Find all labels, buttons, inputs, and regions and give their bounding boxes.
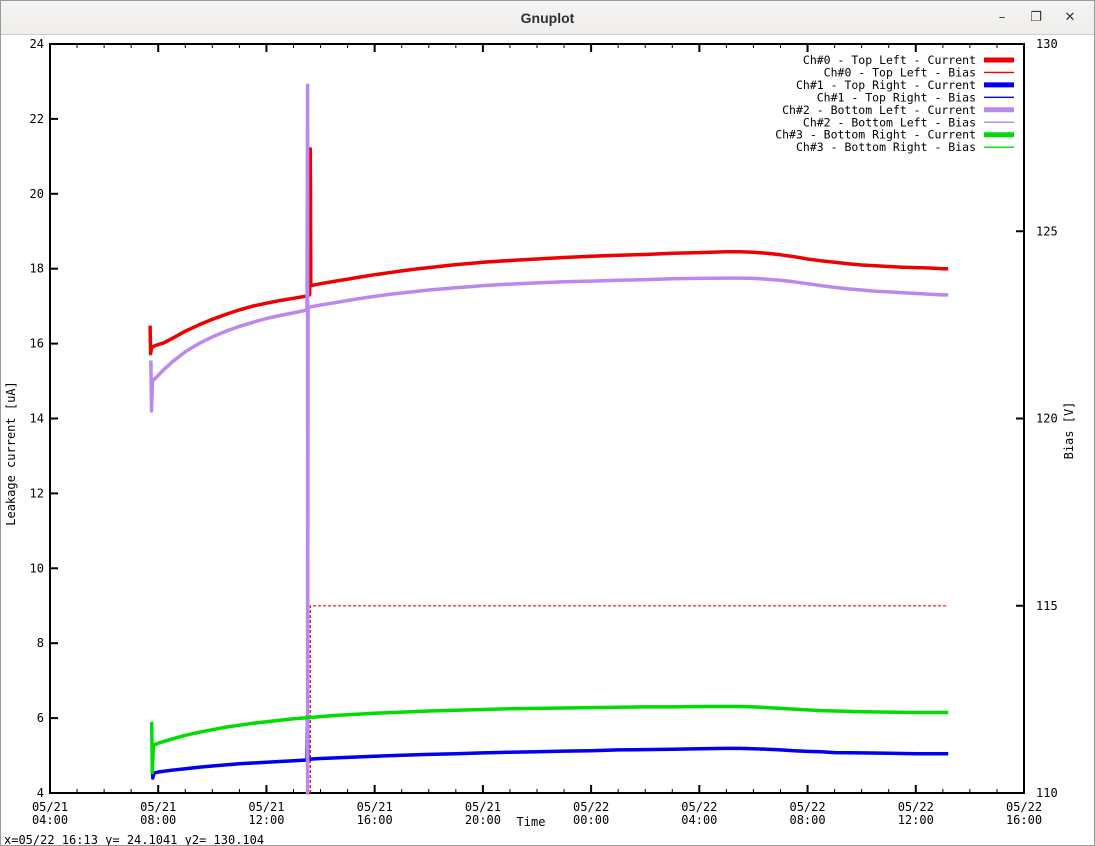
minimize-icon[interactable]: – (998, 10, 1006, 25)
y-tick-label: 10 (30, 561, 44, 575)
legend-entry-ch0-current: Ch#0 - Top Left - Current (803, 53, 1014, 67)
series-line-ch2-current (149, 83, 949, 795)
legend-entry-ch3-current: Ch#3 - Bottom Right - Current (775, 128, 1014, 142)
legend-label: Ch#1 - Top Right - Bias (817, 90, 976, 104)
x-tick-label-date: 05/22 (898, 800, 934, 814)
y2-axis-title: Bias [V] (1062, 402, 1076, 460)
legend-entry-ch0-bias: Ch#0 - Top Left - Bias (824, 65, 1014, 79)
y2-tick-label: 125 (1036, 224, 1058, 238)
x-tick-label-date: 05/22 (1006, 800, 1042, 814)
x-tick-label-date: 05/21 (140, 800, 176, 814)
legend-label: Ch#2 - Bottom Left - Current (782, 103, 976, 117)
y-tick-label: 4 (37, 786, 44, 800)
y-tick-label: 8 (37, 636, 44, 650)
x-tick-label-date: 05/22 (573, 800, 609, 814)
x-tick-label-date: 05/21 (465, 800, 501, 814)
close-icon[interactable]: ✕ (1064, 10, 1076, 25)
mouse-coordinates-readout: x=05/22 16:13 y= 24.1041 y2= 130.104 (4, 833, 265, 846)
y-tick-label: 18 (30, 262, 44, 276)
series-line-ch3-current (149, 704, 949, 775)
series-line-ch0-current (148, 147, 949, 356)
series-line-ch1-current (150, 712, 949, 780)
y2-tick-label: 130 (1036, 37, 1058, 51)
x-tick-label-date: 05/21 (248, 800, 284, 814)
legend-label: Ch#1 - Top Right - Current (796, 78, 976, 92)
x-tick-label-time: 08:00 (789, 813, 825, 827)
legend-entry-ch1-current: Ch#1 - Top Right - Current (796, 78, 1014, 92)
y-tick-label: 14 (30, 412, 44, 426)
x-tick-label-date: 05/22 (789, 800, 825, 814)
y-tick-label: 24 (30, 37, 44, 51)
x-tick-label-time: 04:00 (681, 813, 717, 827)
x-tick-label-time: 00:00 (573, 813, 609, 827)
maximize-icon[interactable]: ❐ (1030, 10, 1042, 25)
title-bar[interactable]: Gnuplot – ❐ ✕ (1, 1, 1094, 35)
x-tick-label-time: 20:00 (465, 813, 501, 827)
legend-label: Ch#0 - Top Left - Bias (824, 65, 976, 79)
legend-entry-ch1-bias: Ch#1 - Top Right - Bias (817, 90, 1014, 104)
window-controls: – ❐ ✕ (992, 8, 1094, 28)
legend-entry-ch2-bias: Ch#2 - Bottom Left - Bias (803, 115, 1014, 129)
legend-entry-ch2-current: Ch#2 - Bottom Left - Current (782, 103, 1014, 117)
y-tick-label: 12 (30, 486, 44, 500)
x-tick-label-time: 08:00 (140, 813, 176, 827)
y-axis-title: Leakage current [uA] (4, 381, 18, 526)
series-line-ch0-bias (309, 605, 949, 793)
window-title: Gnuplot (520, 9, 575, 26)
x-tick-label-time: 16:00 (1006, 813, 1042, 827)
y-tick-label: 16 (30, 337, 44, 351)
x-tick-label-time: 12:00 (898, 813, 934, 827)
x-tick-label-date: 05/22 (681, 800, 717, 814)
y2-tick-label: 115 (1036, 599, 1058, 613)
y2-tick-label: 120 (1036, 412, 1058, 426)
x-tick-label-date: 05/21 (357, 800, 393, 814)
chart[interactable]: 05/2104:0005/2108:0005/2112:0005/2116:00… (1, 35, 1095, 846)
y-tick-label: 6 (37, 711, 44, 725)
x-tick-label-date: 05/21 (32, 800, 68, 814)
legend-label: Ch#3 - Bottom Right - Current (775, 128, 976, 142)
x-tick-label-time: 04:00 (32, 813, 68, 827)
plot-border (49, 43, 1025, 794)
x-tick-label-time: 12:00 (248, 813, 284, 827)
legend-label: Ch#0 - Top Left - Current (803, 53, 976, 67)
x-axis-title: Time (517, 815, 546, 829)
legend-label: Ch#3 - Bottom Right - Bias (796, 140, 976, 154)
x-tick-label-time: 16:00 (357, 813, 393, 827)
legend-label: Ch#2 - Bottom Left - Bias (803, 115, 976, 129)
y2-tick-label: 110 (1036, 786, 1058, 800)
plot-canvas: 05/21 04:00 05/21 08:00 05/21 12:00 05/21 16:00… (1, 35, 1095, 846)
y-tick-label: 22 (30, 112, 44, 126)
y-tick-label: 20 (30, 187, 44, 201)
legend-entry-ch3-bias: Ch#3 - Bottom Right - Bias (796, 140, 1014, 154)
